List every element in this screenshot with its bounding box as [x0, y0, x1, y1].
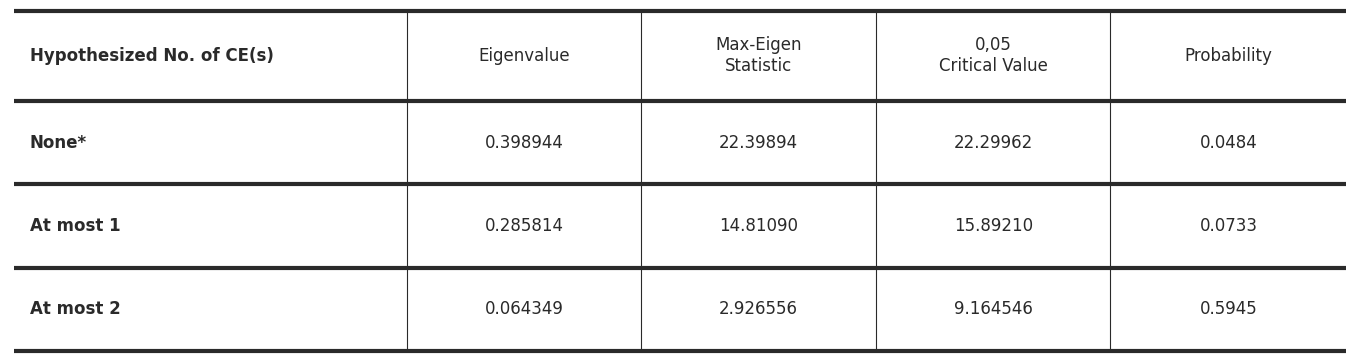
- Text: 0.0733: 0.0733: [1200, 217, 1258, 235]
- Text: Max-Eigen
Statistic: Max-Eigen Statistic: [715, 37, 802, 75]
- Text: 0,05
Critical Value: 0,05 Critical Value: [938, 37, 1047, 75]
- Text: 0.398944: 0.398944: [484, 134, 563, 151]
- Text: At most 2: At most 2: [30, 300, 121, 318]
- Text: At most 1: At most 1: [30, 217, 121, 235]
- Text: Probability: Probability: [1185, 47, 1273, 65]
- Text: 0.064349: 0.064349: [484, 300, 563, 318]
- Text: 0.5945: 0.5945: [1200, 300, 1258, 318]
- Text: 0.0484: 0.0484: [1200, 134, 1258, 151]
- Text: 9.164546: 9.164546: [953, 300, 1032, 318]
- Text: None*: None*: [30, 134, 87, 151]
- Text: 0.285814: 0.285814: [484, 217, 563, 235]
- Text: Hypothesized No. of CE(s): Hypothesized No. of CE(s): [30, 47, 273, 65]
- Text: Eigenvalue: Eigenvalue: [479, 47, 570, 65]
- Text: 2.926556: 2.926556: [719, 300, 798, 318]
- Text: 14.81090: 14.81090: [719, 217, 798, 235]
- Text: 22.29962: 22.29962: [953, 134, 1032, 151]
- Text: 22.39894: 22.39894: [719, 134, 798, 151]
- Text: 15.89210: 15.89210: [953, 217, 1032, 235]
